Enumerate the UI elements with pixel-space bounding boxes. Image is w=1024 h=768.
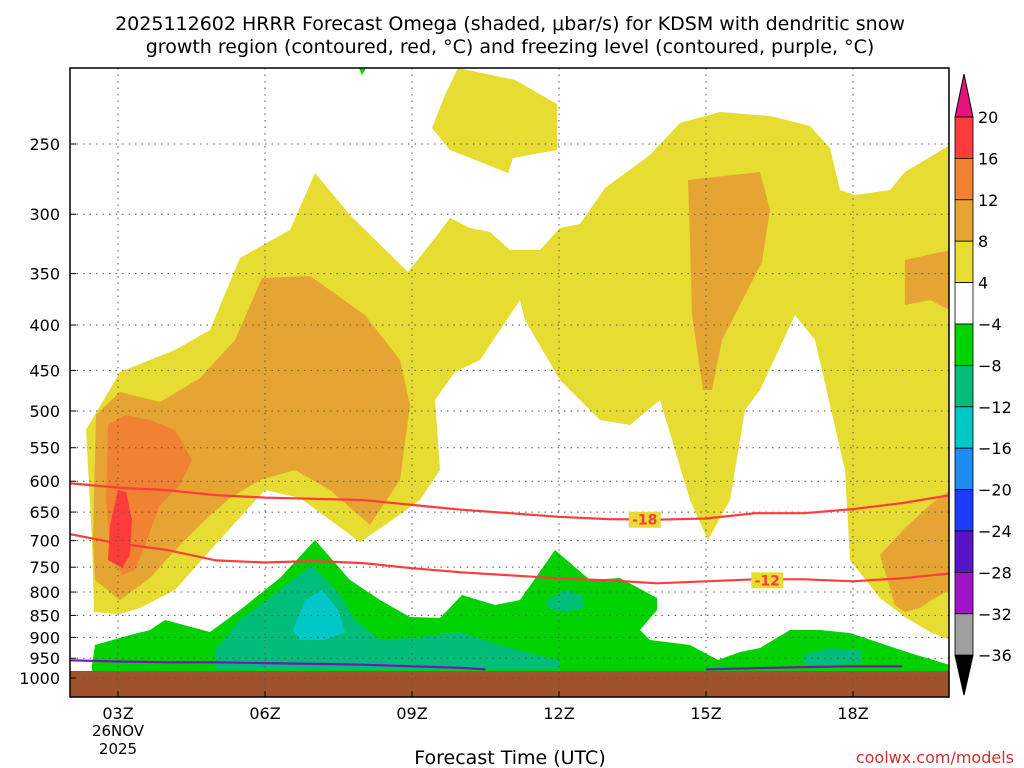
x-tick-label-06Z: 06Z: [249, 704, 280, 723]
contour-freezing-level: [70, 659, 486, 671]
colorbar-label-12: −32: [978, 605, 1012, 624]
y-tick-label-800: 800: [29, 583, 60, 602]
contour-label--12: -12: [755, 573, 780, 589]
colorbar-swatch-5: [954, 323, 974, 366]
y-tick-label-600: 600: [29, 472, 60, 491]
colorbar-label-10: −24: [978, 522, 1012, 541]
colorbar-swatch-10: [954, 530, 974, 573]
y-tick-label-750: 750: [29, 558, 60, 577]
sink-region-8-12-a: [215, 565, 560, 670]
lift-region-8-12-d: [880, 490, 949, 612]
y-axis: 250 300 350 400 450 500 550 600 650 700 750 800 850 9…: [19, 135, 76, 688]
colorbar-label-9: −20: [978, 481, 1012, 500]
sink-region-12-16: [293, 590, 345, 640]
credit-text: coolwx.com/models: [856, 748, 1014, 767]
grid-lines: [70, 68, 949, 697]
colorbar-label-7: −12: [978, 398, 1012, 417]
colorbar-swatch-9: [954, 489, 974, 532]
colorbar-label-2: 12: [978, 191, 998, 210]
colorbar-swatch-6: [954, 364, 974, 408]
lift-region-16-20: [108, 490, 132, 568]
x-tick-label-09Z: 09Z: [396, 704, 427, 723]
colorbar-swatch-2: [954, 199, 974, 242]
colorbar-label-11: −28: [978, 563, 1012, 582]
plot-frame: [69, 67, 950, 698]
colorbar-swatch-4: [954, 282, 974, 325]
colorbar-top-arrow: [954, 73, 974, 118]
x-tick-label-03Z: 03Z: [102, 704, 133, 723]
y-tick-label-550: 550: [29, 439, 60, 458]
colorbar-swatch-12: [954, 613, 974, 656]
y-tick-label-700: 700: [29, 532, 60, 551]
y-tick-label-350: 350: [29, 265, 60, 284]
colorbar-label-8: −16: [978, 439, 1012, 458]
colorbar-swatch-7: [954, 406, 974, 449]
contour-label--18: -18: [632, 513, 657, 529]
y-tick-label-250: 250: [29, 135, 60, 154]
omega-shading: [86, 68, 949, 672]
colorbar-swatch-11: [954, 572, 974, 615]
chart-title-line-2: growth region (contoured, red, °C) and f…: [146, 36, 875, 58]
date-label-year: 2025: [99, 740, 137, 758]
colorbar-label-13: −36: [978, 646, 1012, 665]
colorbar-label-0: 20: [978, 108, 998, 127]
contour-label-bg--18: [628, 511, 661, 528]
colorbar-label-3: 8: [978, 232, 988, 251]
x-tick-label-12Z: 12Z: [543, 704, 574, 723]
colorbar-label-6: −8: [978, 356, 1002, 375]
y-tick-label-1000: 1000: [19, 669, 60, 688]
y-tick-label-300: 300: [29, 205, 60, 224]
sink-region-8-12-b: [548, 590, 583, 612]
x-tick-label-15Z: 15Z: [690, 704, 721, 723]
sink-region-top-tick: [359, 68, 366, 75]
y-tick-label-850: 850: [29, 606, 60, 625]
x-axis-label: Forecast Time (UTC): [414, 747, 605, 768]
y-tick-label-500: 500: [29, 402, 60, 421]
contour-freezing-level-right: [705, 665, 902, 671]
y-tick-label-450: 450: [29, 361, 60, 380]
date-label-day: 26NOV: [92, 722, 145, 740]
contour-dendritic-top: [70, 482, 949, 521]
colorbar-bottom-arrow: [954, 654, 974, 696]
lift-region-8-12-c: [905, 250, 949, 310]
y-tick-label-400: 400: [29, 316, 60, 335]
colorbar-label-4: 4: [978, 274, 988, 293]
y-tick-label-900: 900: [29, 628, 60, 647]
colorbar-swatch-1: [954, 157, 974, 201]
sink-region-8-12-c: [803, 648, 862, 666]
colorbar-label-1: 16: [978, 149, 998, 168]
lift-region-8-12-a: [93, 276, 410, 600]
colorbar-swatch-8: [954, 447, 974, 491]
x-axis: 03Z 06Z 09Z 12Z 15Z 18Z: [102, 691, 869, 723]
y-tick-label-950: 950: [29, 649, 60, 668]
x-tick-label-18Z: 18Z: [837, 704, 868, 723]
colorbar: 20 16 12 8 4 −4 −8 −12 −16 −20 −24 −28 −32 −36: [954, 73, 1012, 696]
contour-label-bg--12: [751, 572, 784, 589]
chart-title-line-1: 2025112602 HRRR Forecast Omega (shaded, …: [115, 13, 905, 35]
colorbar-label-5: −4: [978, 315, 1002, 334]
colorbar-swatch-3: [954, 240, 974, 283]
lift-region-top-4-8: [432, 68, 557, 173]
lift-region-8-12-b: [688, 172, 770, 390]
y-tick-label-650: 650: [29, 503, 60, 522]
contour-lines: -18 -12: [70, 482, 949, 671]
colorbar-swatch-0: [954, 116, 974, 159]
ground-surface: [70, 671, 949, 697]
contour-dendritic-bottom: [70, 532, 949, 585]
